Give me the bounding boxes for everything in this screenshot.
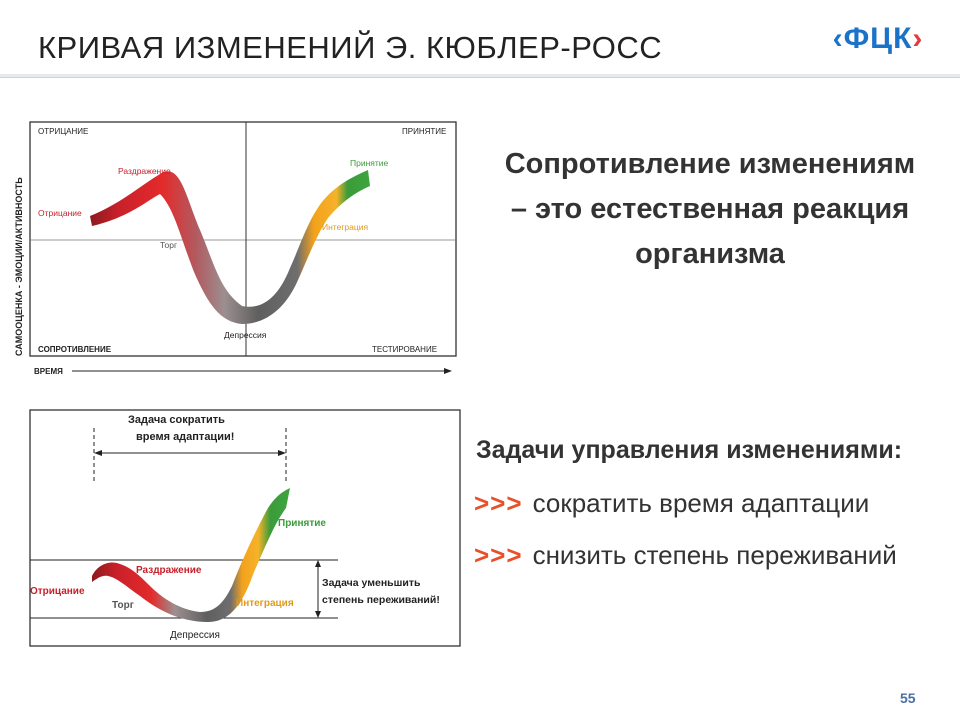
- statement-line-1: Сопротивление изменениям: [504, 148, 916, 180]
- task-item: >>> снизить степень переживаний: [474, 540, 897, 571]
- stage2-integration: Интеграция: [236, 598, 294, 609]
- statement-line-2: – это естественная реакция: [510, 193, 910, 225]
- stage-integration: Интеграция: [322, 222, 368, 232]
- stage-depression: Депрессия: [224, 330, 267, 340]
- stage2-bargaining: Торг: [112, 600, 134, 611]
- stage2-depression: Депрессия: [170, 630, 220, 641]
- arrow-marker-icon: >>>: [474, 488, 523, 518]
- stage-anger: Раздражение: [118, 166, 171, 176]
- quadrant-denial: ОТРИЦАНИЕ: [38, 127, 88, 136]
- task-depth-line1: Задача уменьшить: [322, 577, 421, 589]
- managed-change-diagram: Задача сократить время адаптации! Задача…: [29, 409, 461, 647]
- stage2-acceptance: Принятие: [278, 518, 326, 529]
- stage-bargaining: Торг: [160, 240, 177, 250]
- page-number: 55: [900, 690, 916, 706]
- managed-curve: [92, 488, 290, 622]
- change-curve-diagram: САМООЦЕНКА - ЭМОЦИИ/АКТИВНОСТЬ ВРЕМЯ ОТР…: [14, 121, 457, 376]
- statement-line-3: организма: [635, 238, 785, 270]
- stage-denial: Отрицание: [38, 208, 82, 218]
- task-depth-line2: степень переживаний!: [322, 594, 440, 606]
- logo-bracket-left: ‹: [832, 22, 844, 55]
- task-item: >>> сократить время адаптации: [474, 488, 869, 519]
- quadrant-acceptance: ПРИНЯТИЕ: [402, 127, 446, 136]
- quadrant-testing: ТЕСТИРОВАНИЕ: [372, 345, 437, 354]
- task-item-label: сократить время адаптации: [532, 488, 870, 518]
- stage-acceptance: Принятие: [350, 158, 389, 168]
- slide-title: КРИВАЯ ИЗМЕНЕНИЙ Э. КЮБЛЕР-РОСС: [38, 30, 663, 65]
- logo-bracket-right: ›: [912, 22, 924, 55]
- diagram2-frame: [29, 409, 461, 647]
- tasks-heading: Задачи управления изменениями:: [476, 436, 903, 464]
- y-axis-label: САМООЦЕНКА - ЭМОЦИИ/АКТИВНОСТЬ: [14, 177, 24, 356]
- stage2-anger: Раздражение: [136, 565, 202, 576]
- task-time-line2: время адаптации!: [136, 431, 234, 443]
- fck-logo: ‹ФЦК›: [826, 22, 930, 58]
- x-axis-label: ВРЕМЯ: [34, 367, 63, 376]
- title-underline-thin: [0, 77, 960, 78]
- main-statement: Сопротивление изменениям – это естествен…: [470, 142, 950, 277]
- task-time-line1: Задача сократить: [128, 414, 225, 426]
- stage2-denial: Отрицание: [30, 586, 85, 597]
- title-underline: [0, 74, 960, 77]
- quadrant-resistance: СОПРОТИВЛЕНИЕ: [38, 345, 112, 354]
- task-item-label: снизить степень переживаний: [532, 540, 897, 570]
- change-curve: [90, 170, 370, 324]
- arrow-marker-icon: >>>: [474, 540, 523, 570]
- logo-text: ФЦК: [843, 22, 913, 55]
